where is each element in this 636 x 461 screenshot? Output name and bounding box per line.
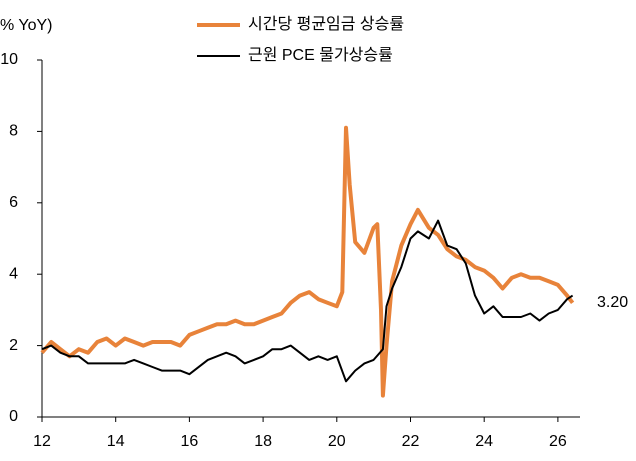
line-series <box>41 219 574 383</box>
y-axis-label: % YoY) <box>0 17 52 34</box>
x-tick-label: 24 <box>475 433 493 450</box>
x-tick-label: 18 <box>254 433 272 450</box>
legend-label: 근원 PCE 물가상승률 <box>248 46 393 64</box>
y-tick-label: 10 <box>0 51 18 68</box>
line-series <box>40 125 575 398</box>
x-tick-label: 12 <box>33 433 51 450</box>
x-tick-label: 26 <box>549 433 567 450</box>
y-tick-label: 4 <box>9 265 18 282</box>
x-tick-label: 14 <box>107 433 125 450</box>
y-tick-label: 8 <box>9 123 18 140</box>
annotation: 3.20 <box>597 294 628 311</box>
x-tick-label: 16 <box>180 433 198 450</box>
x-tick-label: 20 <box>328 433 346 450</box>
x-tick-label: 22 <box>402 433 420 450</box>
legend-label: 시간당 평균임금 상승률 <box>248 15 404 33</box>
y-tick-label: 2 <box>9 337 18 354</box>
y-tick-label: 0 <box>9 408 18 425</box>
y-tick-label: 6 <box>9 194 18 211</box>
